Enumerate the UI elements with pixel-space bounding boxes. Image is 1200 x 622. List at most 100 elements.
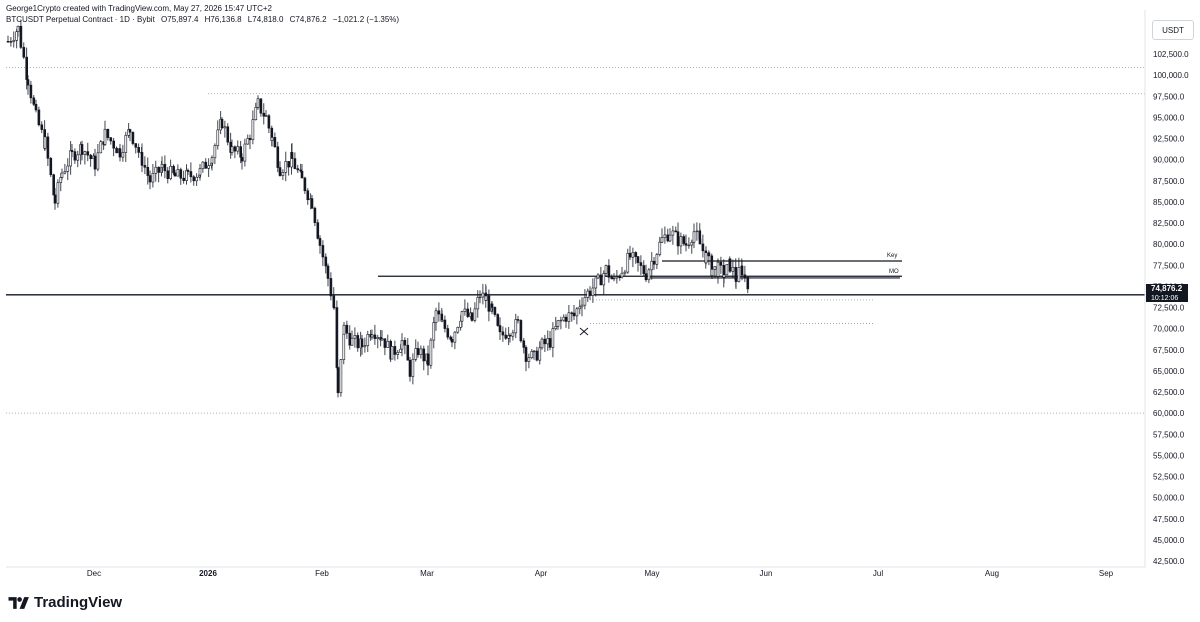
- candle: [660, 228, 664, 244]
- price-axis[interactable]: 102,500.0 100,000.0 97,500.0 95,000.0 92,500…: [1153, 50, 1189, 566]
- candle: [644, 264, 648, 283]
- ohlc-close: C74,876.2: [289, 15, 327, 24]
- candle-body: [316, 222, 320, 239]
- candle: [262, 103, 266, 125]
- candle: [310, 195, 314, 209]
- candle-body: [623, 271, 627, 274]
- candle: [532, 350, 536, 360]
- candle-body: [32, 97, 36, 105]
- candle: [329, 272, 333, 301]
- candle-body: [182, 177, 185, 181]
- ohlc-open: O75,897.4: [161, 15, 199, 24]
- candle: [342, 333, 346, 365]
- candle-body: [728, 258, 732, 272]
- candle: [432, 316, 436, 349]
- candle-body: [725, 263, 729, 276]
- candle-body: [329, 278, 333, 297]
- candle: [22, 42, 26, 59]
- candle: [725, 263, 729, 276]
- candle: [112, 137, 115, 157]
- candle-body: [443, 319, 447, 329]
- candle-body: [682, 236, 686, 244]
- horizontal-levels: [6, 67, 1145, 414]
- price-tick-label: 97,500.0: [1153, 92, 1185, 101]
- candle: [618, 274, 622, 281]
- candle: [243, 138, 247, 167]
- candle: [610, 274, 614, 280]
- candle: [240, 153, 244, 170]
- currency-selector[interactable]: USDT: [1152, 20, 1194, 40]
- candle: [198, 163, 202, 181]
- candle: [743, 265, 747, 283]
- candle: [373, 324, 377, 345]
- candle-body: [478, 296, 482, 299]
- candle: [326, 263, 330, 287]
- candle: [118, 143, 122, 162]
- candle-body: [276, 146, 280, 168]
- candle-body: [746, 277, 750, 290]
- candle-body: [128, 129, 132, 133]
- price-tick-label: 62,500.0: [1153, 388, 1185, 397]
- candle-body: [666, 234, 670, 242]
- candle-body: [154, 166, 158, 174]
- candle: [140, 143, 144, 173]
- candle: [583, 289, 587, 310]
- candle-body: [179, 169, 183, 179]
- candle-body: [109, 137, 113, 142]
- price-tick-label: 95,000.0: [1153, 113, 1185, 122]
- candle: [466, 302, 470, 319]
- candle-body: [530, 351, 534, 358]
- candle-body: [710, 269, 714, 276]
- candle: [567, 304, 571, 329]
- candle-body: [356, 335, 360, 349]
- candle: [259, 98, 263, 117]
- candle: [456, 326, 460, 334]
- candle: [342, 321, 346, 335]
- candle: [220, 117, 224, 130]
- candle: [350, 330, 354, 347]
- candle-body: [19, 25, 23, 48]
- candle-body: [293, 158, 297, 169]
- candle: [668, 228, 672, 243]
- candle: [115, 146, 118, 154]
- candle: [185, 164, 188, 185]
- candle-body: [366, 334, 370, 346]
- candle-body: [453, 331, 457, 343]
- candle: [6, 35, 10, 43]
- candle-body: [692, 231, 696, 243]
- candle: [631, 247, 635, 268]
- candle: [572, 304, 576, 321]
- candle: [210, 155, 214, 171]
- candle-body: [450, 339, 454, 343]
- price-tick-label: 72,500.0: [1153, 304, 1185, 313]
- candle: [363, 337, 367, 353]
- candle: [674, 226, 678, 233]
- candle-body: [173, 172, 177, 177]
- candle-body: [278, 167, 282, 176]
- candle-body: [267, 115, 271, 129]
- symbol-title[interactable]: BTCUSDT Perpetual Contract · 1D · Bybit: [6, 15, 155, 24]
- candle-body: [628, 252, 632, 258]
- candle-body: [310, 198, 314, 209]
- candle: [628, 245, 632, 260]
- candle-body: [376, 337, 380, 339]
- candle: [604, 264, 608, 277]
- candle: [278, 161, 282, 177]
- candle: [400, 333, 404, 357]
- candle-body: [239, 146, 242, 158]
- candle-body: [143, 165, 147, 168]
- candle: [522, 338, 526, 354]
- candle: [710, 269, 714, 280]
- candle-body: [511, 332, 515, 337]
- candle-body: [737, 267, 741, 282]
- candle: [284, 151, 288, 182]
- time-axis[interactable]: Dec 2026 Feb Mar Apr May Jun Jul Aug Sep: [87, 569, 1114, 578]
- candle: [121, 144, 125, 162]
- price-tick-label: 92,500.0: [1153, 135, 1185, 144]
- candle: [476, 290, 480, 318]
- candle-body: [416, 348, 420, 355]
- candle-body: [300, 170, 304, 179]
- candle: [704, 246, 708, 265]
- tradingview-brand: TradingView: [34, 594, 123, 611]
